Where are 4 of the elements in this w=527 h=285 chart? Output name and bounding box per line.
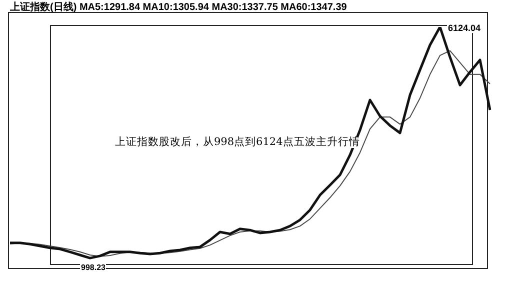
annotation: 998.23 [80, 263, 106, 272]
chart-title: 上证指数(日线) MA5:1291.84 MA10:1305.94 MA30:1337.75 MA60:1347.39 [10, 0, 347, 14]
annotation: 上证指数股改后，从998点到6124点五波主升行情 [114, 136, 361, 148]
annotation: 6124.04 [447, 23, 482, 33]
